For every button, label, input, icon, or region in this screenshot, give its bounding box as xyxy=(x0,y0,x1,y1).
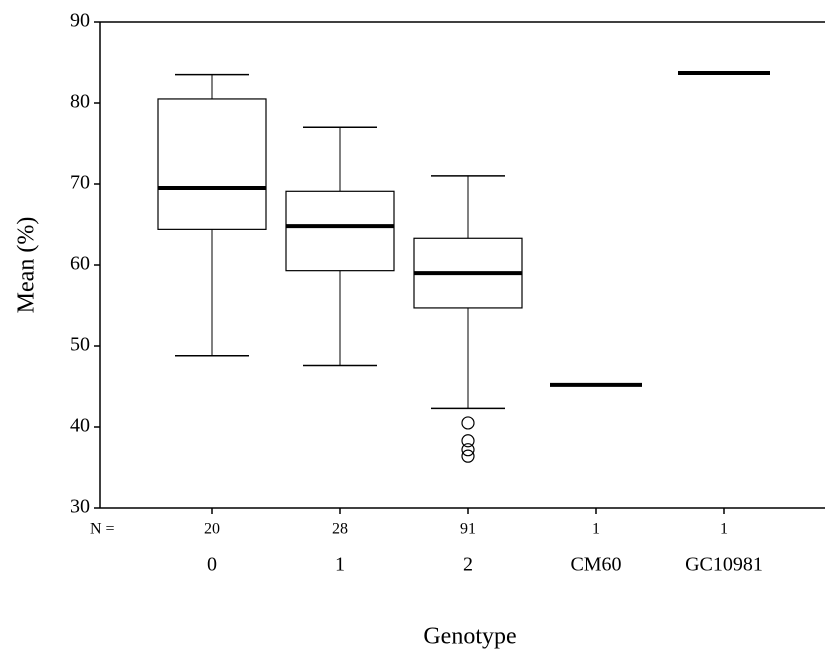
x-tick-label: 2 xyxy=(463,554,473,576)
x-axis-label: Genotype xyxy=(423,624,516,650)
y-tick-label: 50 xyxy=(70,334,90,356)
n-count: 1 xyxy=(720,521,728,538)
n-label: N = xyxy=(90,521,115,538)
x-tick-label: 1 xyxy=(335,554,345,576)
n-count: 28 xyxy=(332,521,348,538)
n-count: 91 xyxy=(460,521,476,538)
box xyxy=(158,99,266,229)
n-count: 1 xyxy=(592,521,600,538)
chart: Genotype Mean (%) N = 30 40 50 60 70 80 90 20 0 2… xyxy=(0,0,825,655)
y-tick-label: 40 xyxy=(70,415,90,437)
y-tick-label: 60 xyxy=(70,253,90,275)
y-tick-label: 80 xyxy=(70,91,90,113)
y-tick-label: 30 xyxy=(70,496,90,518)
x-tick-label: CM60 xyxy=(570,554,621,576)
y-tick-label: 90 xyxy=(70,10,90,32)
box xyxy=(286,191,394,270)
x-tick-label: 0 xyxy=(207,554,217,576)
n-count: 20 xyxy=(204,521,220,538)
y-tick-label: 70 xyxy=(70,172,90,194)
outlier xyxy=(462,417,474,429)
y-axis-label: Mean (%) xyxy=(14,217,40,314)
x-tick-label: GC10981 xyxy=(685,554,763,576)
